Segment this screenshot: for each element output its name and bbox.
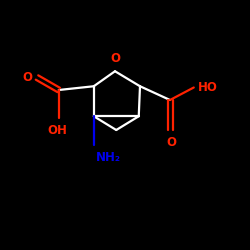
Text: O: O bbox=[110, 52, 120, 65]
Text: NH₂: NH₂ bbox=[96, 151, 121, 164]
Text: HO: HO bbox=[198, 81, 218, 94]
Text: OH: OH bbox=[48, 124, 68, 137]
Text: O: O bbox=[166, 136, 176, 149]
Text: O: O bbox=[22, 71, 32, 84]
